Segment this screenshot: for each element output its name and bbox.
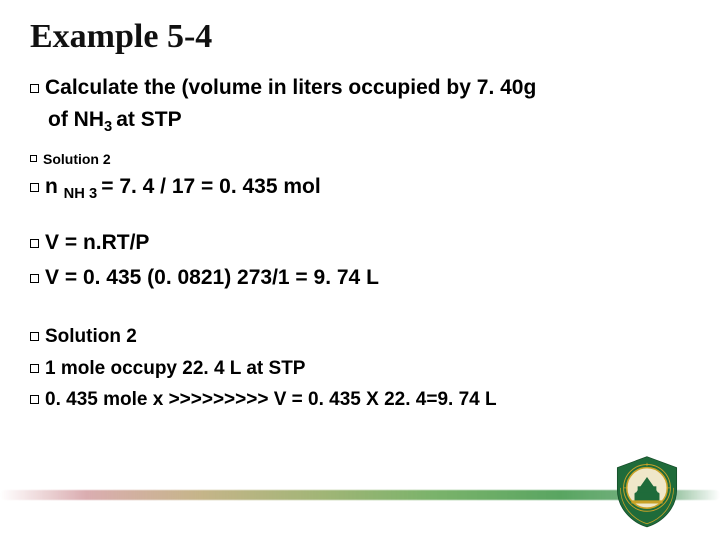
step-compute: V = 0. 435 (0. 0821) 273/1 = 9. 74 L [30, 264, 690, 292]
crest-logo [608, 452, 686, 530]
slide-title: Example 5-4 [30, 18, 690, 56]
square-bullet-icon [30, 239, 39, 248]
text: V = 0. 435 (0. 0821) 273/1 = 9. 74 L [45, 266, 379, 289]
text: = 7. 4 / 17 = 0. 435 mol [101, 175, 320, 198]
text: Solution 2 [43, 151, 111, 167]
subscript: NH 3 [64, 186, 102, 202]
subscript: 3 [104, 120, 116, 136]
step-stp-result: 0. 435 mole x >>>>>>>>> V = 0. 435 X 22.… [30, 387, 690, 413]
square-bullet-icon [30, 155, 37, 162]
crest-icon [608, 452, 686, 530]
text: V = n.RT/P [45, 231, 149, 254]
slide: Example 5-4 Calculate the (volume in lit… [0, 0, 720, 540]
square-bullet-icon [30, 332, 39, 341]
square-bullet-icon [30, 364, 39, 373]
text: 1 mole occupy 22. 4 L at STP [45, 358, 305, 379]
text: 0. 435 mole x >>>>>>>>> V = 0. 435 X 22.… [45, 389, 497, 410]
text: n [45, 175, 64, 198]
step-stp-1mole: 1 mole occupy 22. 4 L at STP [30, 356, 690, 382]
text: Solution 2 [45, 326, 137, 347]
step-moles: n NH 3 = 7. 4 / 17 = 0. 435 mol [30, 173, 690, 205]
problem-statement-cont: of NH3 at STP [30, 106, 690, 138]
text: at STP [116, 108, 181, 131]
step-formula: V = n.RT/P [30, 229, 690, 257]
problem-statement: Calculate the (volume in liters occupied… [30, 74, 690, 102]
square-bullet-icon [30, 84, 39, 93]
text: of NH [48, 108, 104, 131]
square-bullet-icon [30, 183, 39, 192]
square-bullet-icon [30, 274, 39, 283]
square-bullet-icon [30, 395, 39, 404]
solution-label-small: Solution 2 [30, 150, 690, 169]
solution-label: Solution 2 [30, 324, 690, 350]
text: Calculate the (volume in liters occupied… [45, 76, 536, 99]
